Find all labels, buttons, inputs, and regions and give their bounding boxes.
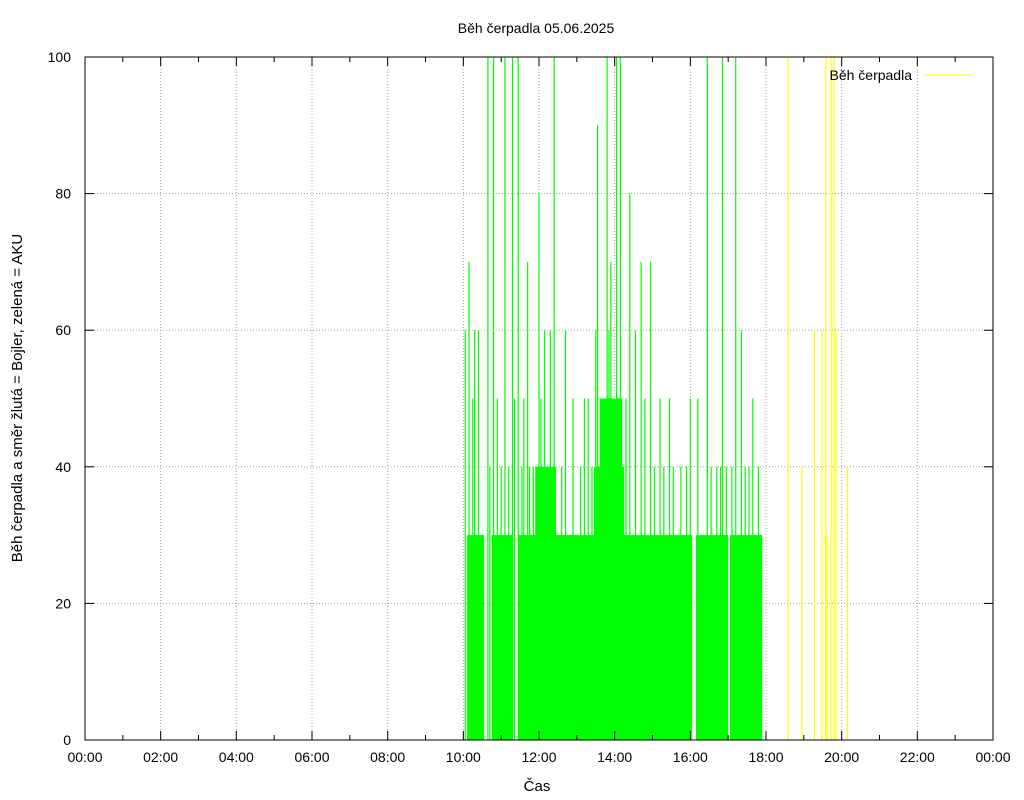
x-tick-label: 12:00 <box>521 749 556 765</box>
x-tick-label: 04:00 <box>219 749 254 765</box>
series-layer <box>464 57 848 740</box>
x-tick-label: 18:00 <box>748 749 783 765</box>
y-tick-label: 20 <box>55 595 71 611</box>
x-tick-label: 10:00 <box>446 749 481 765</box>
y-tick-label: 100 <box>48 49 72 65</box>
x-tick-label: 06:00 <box>294 749 329 765</box>
bar-block <box>467 535 485 740</box>
bar-block <box>730 535 763 740</box>
y-axis-label: Běh čerpadla a směr žlutá = Bojler, zele… <box>9 234 26 563</box>
x-tick-label: 14:00 <box>597 749 632 765</box>
x-tick-label: 00:00 <box>975 749 1010 765</box>
y-tick-label: 60 <box>55 322 71 338</box>
chart-title: Běh čerpadla 05.06.2025 <box>458 20 615 36</box>
tick-labels: 00:00 02:00 04:00 06:00 08:00 10:00 12:00 14:00… <box>48 49 1011 765</box>
legend-label: Běh čerpadla <box>829 67 912 83</box>
x-tick-label: 22:00 <box>900 749 935 765</box>
y-tick-label: 0 <box>63 732 71 748</box>
bar-block <box>491 535 513 740</box>
x-tick-label: 20:00 <box>824 749 859 765</box>
ticks <box>84 56 994 741</box>
series <box>787 57 848 740</box>
x-tick-label: 02:00 <box>143 749 178 765</box>
legend: Běh čerpadla <box>829 67 973 83</box>
bar-block <box>696 535 729 740</box>
x-axis-label: Čas <box>524 778 551 795</box>
x-tick-label: 08:00 <box>370 749 405 765</box>
series <box>464 57 763 740</box>
y-tick-label: 80 <box>55 186 71 202</box>
y-tick-label: 40 <box>55 459 71 475</box>
x-tick-label: 16:00 <box>673 749 708 765</box>
x-tick-label: 00:00 <box>67 749 102 765</box>
bar-block <box>535 466 557 740</box>
